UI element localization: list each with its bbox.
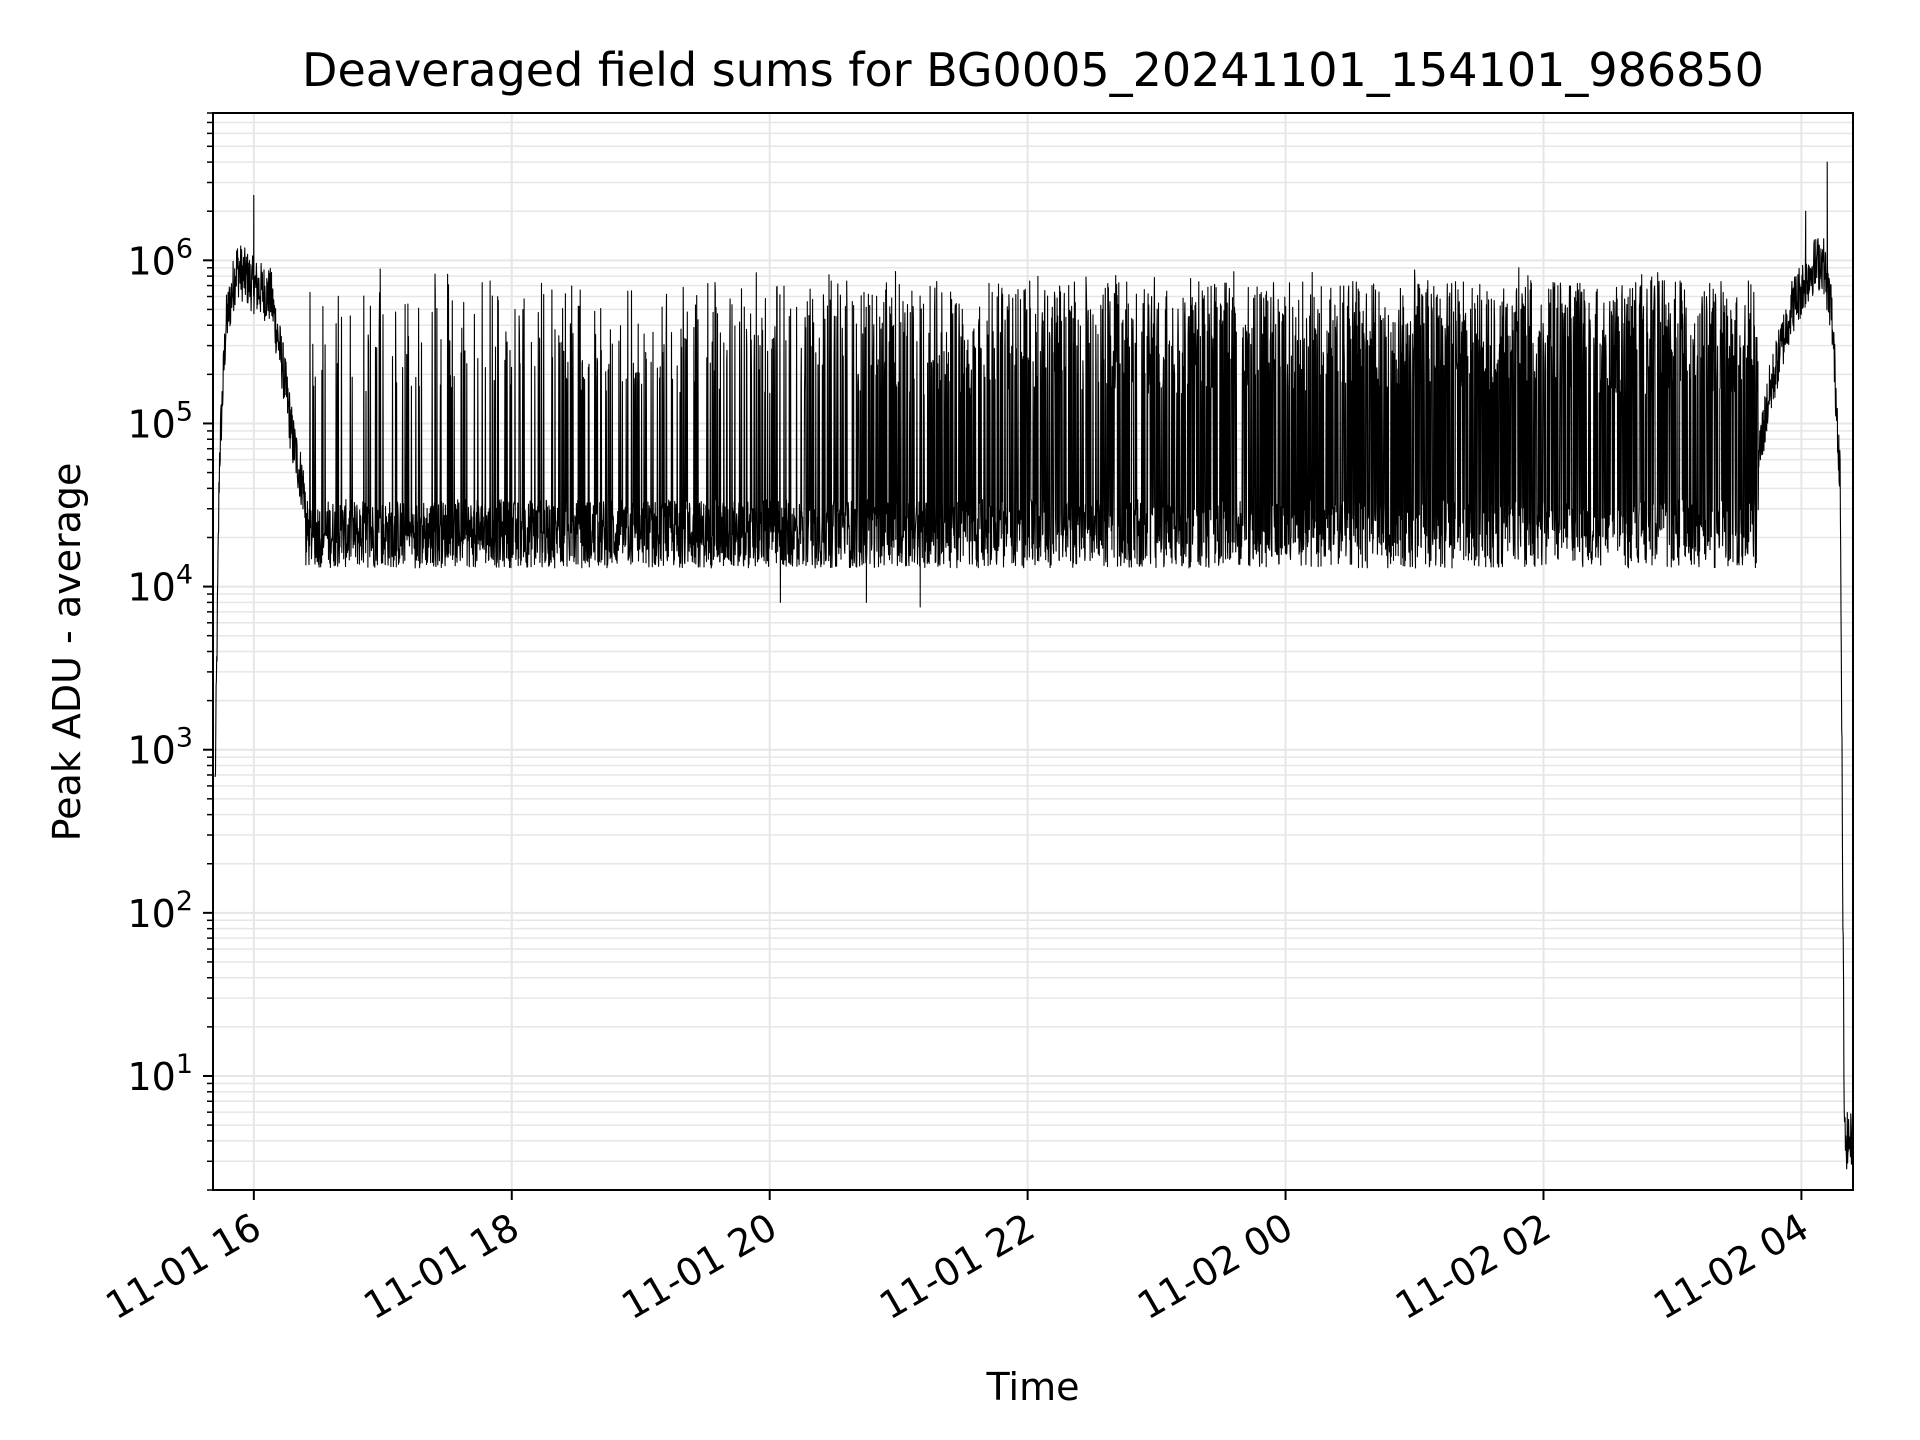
- x-axis-label: Time: [986, 1365, 1080, 1409]
- series-line: [214, 161, 1854, 1170]
- x-tick-label: 11-02 00: [1130, 1205, 1300, 1329]
- data-line: [214, 161, 1854, 1170]
- y-tick-label: 106: [127, 233, 193, 283]
- grid-minor: [213, 112, 1853, 1191]
- x-axis: 11-01 16 11-01 18 11-01 20 11-01 22 11-02 00…: [98, 1190, 1816, 1328]
- x-tick-label: 11-01 16: [98, 1205, 268, 1329]
- y-axis: 101 102 103 104 105 106: [127, 112, 213, 1191]
- x-tick-label: 11-02 04: [1646, 1205, 1816, 1329]
- x-tick-label: 11-01 18: [356, 1205, 526, 1329]
- x-tick-label: 11-01 20: [614, 1205, 784, 1329]
- y-tick-label: 102: [127, 886, 193, 936]
- x-tick-label: 11-01 22: [872, 1205, 1042, 1329]
- y-axis-label: Peak ADU - average: [45, 463, 89, 842]
- y-tick-label: 101: [127, 1049, 193, 1099]
- y-tick-label: 103: [127, 723, 193, 773]
- y-tick-label: 104: [127, 560, 193, 610]
- chart-title: Deaveraged field sums for BG0005_2024110…: [302, 43, 1764, 97]
- y-tick-label: 105: [127, 396, 193, 446]
- x-tick-label: 11-02 02: [1388, 1205, 1558, 1329]
